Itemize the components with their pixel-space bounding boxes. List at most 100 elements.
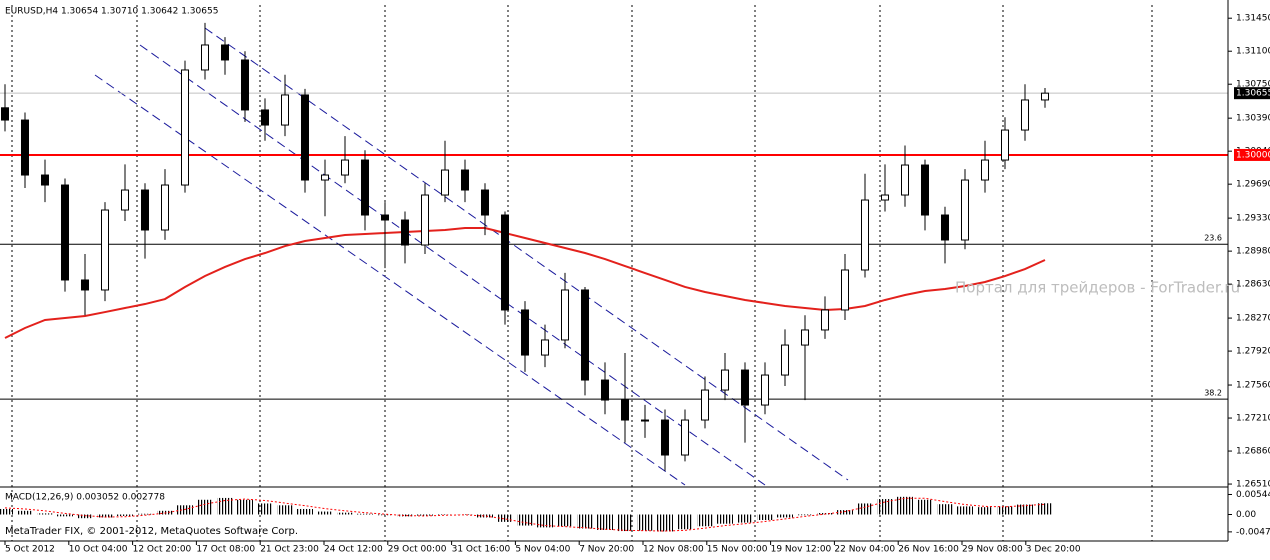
y-tick-label: -0.00472 [1236, 527, 1270, 537]
candle-body [301, 94, 309, 181]
macd-bar [677, 514, 693, 530]
x-tick-label: 17 Oct 08:00 [196, 545, 255, 555]
y-tick-label: 0.00544 [1236, 490, 1270, 500]
macd-bar [77, 514, 93, 519]
candle-body [941, 214, 949, 241]
macd-bar [297, 508, 313, 515]
channel-line [94, 74, 686, 486]
macd-bar [797, 514, 813, 516]
signal-line [4, 497, 1046, 532]
x-tick-label: 24 Oct 12:00 [324, 545, 383, 555]
y-tick-label: 1.28630 [1236, 280, 1270, 290]
macd-header: MACD(12,26,9) 0.003052 0.002778 [5, 493, 165, 503]
x-tick-label: 5 Oct 2012 [5, 545, 55, 555]
candle-body [221, 44, 229, 61]
candle-body [201, 44, 209, 71]
macd-bar [617, 514, 633, 532]
macd-bar [357, 513, 373, 515]
footer: MetaTrader FIX, © 2001-2012, MetaQuotes … [5, 526, 298, 537]
macd-bar [237, 499, 253, 515]
candle-body [241, 59, 249, 111]
candle-body [461, 169, 469, 191]
candle-body [261, 109, 269, 126]
candle-body [421, 194, 429, 246]
macd-bar [177, 505, 193, 515]
macd-bar [777, 514, 793, 518]
macd-bar [937, 504, 953, 515]
candle-body [101, 209, 109, 291]
macd-bar [277, 505, 293, 515]
macd-bar [457, 514, 473, 515]
macd-bar [437, 514, 453, 515]
macd-bar [57, 514, 73, 517]
macd-bar [497, 514, 513, 522]
channel-line [139, 44, 766, 486]
candle-body [901, 164, 909, 196]
candle-body [481, 189, 489, 216]
candle-body [521, 309, 529, 356]
macd-bar [717, 514, 733, 524]
candle-body [161, 184, 169, 231]
macd-bar [117, 514, 133, 516]
candle-body [81, 279, 89, 291]
candle-body [21, 119, 29, 176]
x-tick-label: 29 Oct 00:00 [388, 545, 447, 555]
candle-body [881, 194, 889, 201]
candle-body [661, 419, 669, 456]
candle-body [621, 399, 629, 421]
candle-body [921, 164, 929, 216]
macd-bar [1037, 503, 1053, 515]
macd-bar [217, 497, 233, 515]
candle-body [981, 159, 989, 181]
macd-bar [877, 499, 893, 515]
x-tick-label: 10 Oct 04:00 [69, 545, 128, 555]
trend-channel [94, 27, 849, 486]
candle-body [61, 184, 69, 281]
candle-body [801, 329, 809, 346]
x-tick-label: 19 Nov 12:00 [771, 545, 832, 555]
x-tick-label: 5 Nov 04:00 [515, 545, 570, 555]
macd-bar [0, 508, 13, 515]
fibo-level-label: 23.6 [1204, 234, 1222, 243]
x-tick-label: 21 Oct 23:00 [260, 545, 319, 555]
candle-body [1041, 92, 1049, 101]
candle-body [361, 159, 369, 216]
y-tick-label: 1.31450 [1236, 14, 1270, 24]
candle-body [501, 214, 509, 311]
candle-body [1021, 99, 1029, 131]
x-tick-label: 29 Nov 08:00 [962, 545, 1023, 555]
candle-body [321, 174, 329, 181]
macd-bar [317, 511, 333, 515]
candle-body [681, 419, 689, 456]
macd-bar [997, 506, 1013, 515]
macd-bar [37, 513, 53, 515]
x-tick-label: 7 Nov 20:00 [579, 545, 634, 555]
macd-bar [417, 514, 433, 516]
candle-body [141, 189, 149, 231]
symbol-header: EURUSD,H4 1.30654 1.30710 1.30642 1.3065… [5, 7, 218, 17]
candle-body [641, 419, 649, 422]
candle-body [121, 189, 129, 211]
support-price-label: 1.30000 [1236, 150, 1270, 160]
price-panel [0, 22, 1228, 471]
x-tick-label: 12 Nov 08:00 [643, 545, 704, 555]
fibo-level-label: 38.2 [1204, 389, 1222, 398]
candle-body [441, 169, 449, 196]
candle-body [741, 369, 749, 406]
y-tick-label: 1.29690 [1236, 180, 1270, 190]
candle-body [41, 174, 49, 186]
y-tick-label: 1.26510 [1236, 480, 1270, 490]
candle-body [381, 214, 389, 221]
channel-line [204, 27, 849, 481]
macd-bar [697, 514, 713, 527]
vertical-grid [11, 5, 1153, 541]
macd-bar [917, 499, 933, 515]
macd-bar [517, 514, 533, 526]
x-tick-label: 12 Oct 20:00 [133, 545, 192, 555]
macd-bar [557, 514, 573, 527]
candle-body [1001, 129, 1009, 161]
macd-bar [337, 512, 353, 515]
